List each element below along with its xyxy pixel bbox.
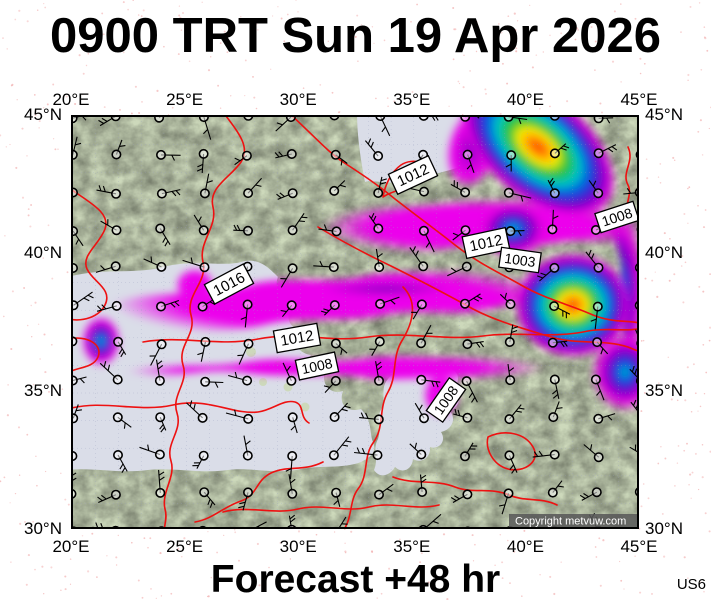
- svg-text:Copyright metvuw.com: Copyright metvuw.com: [515, 516, 626, 528]
